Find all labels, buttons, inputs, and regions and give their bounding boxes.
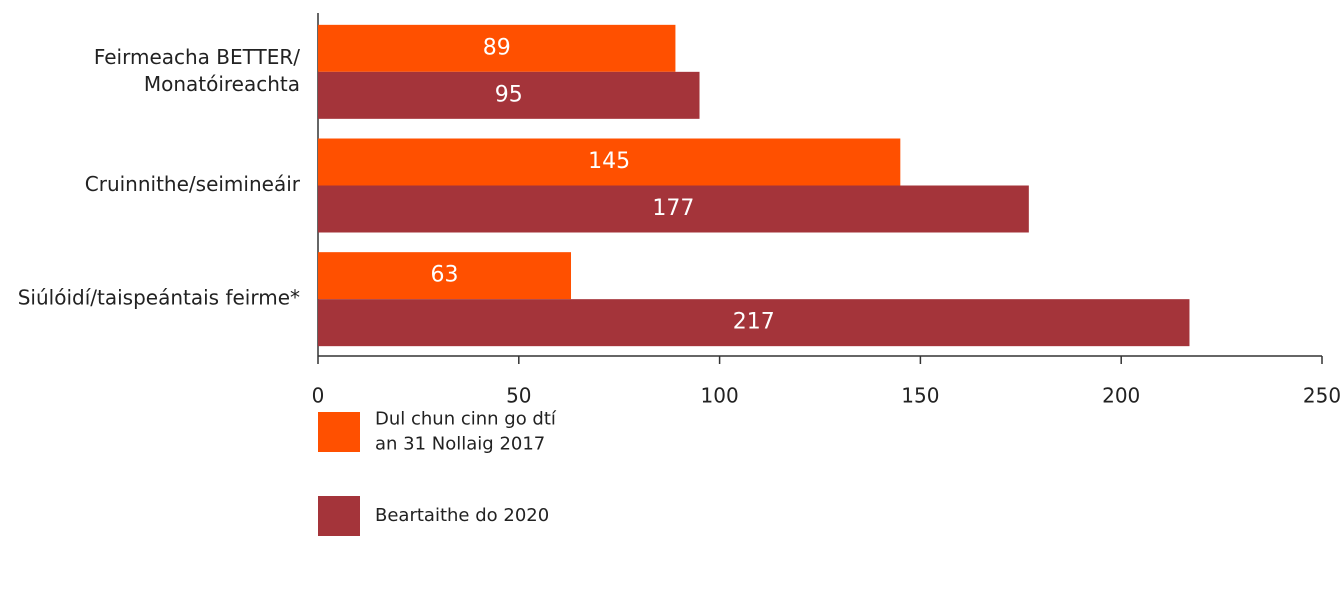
x-tick-label: 100: [701, 384, 739, 408]
x-tick-label: 200: [1102, 384, 1140, 408]
bar: [318, 138, 901, 186]
bar: [318, 71, 700, 119]
bar: [318, 252, 572, 300]
legend-label: Beartaithe do 2020: [375, 505, 549, 526]
y-tick-label: Cruinnithe/seimineáir: [85, 172, 301, 196]
value-label: 217: [733, 310, 775, 335]
x-tick-label: 50: [506, 384, 531, 408]
value-label: 177: [652, 196, 694, 221]
x-tick-label: 250: [1303, 384, 1341, 408]
x-tick-label: 0: [312, 384, 325, 408]
legend-label: Dul chun cinn go dtí: [375, 409, 557, 430]
y-tick-label: Siúlóidí/taispeántais feirme*: [18, 286, 300, 310]
y-tick-label: Monatóireachta: [144, 72, 300, 96]
value-label: 89: [483, 35, 511, 60]
value-label: 145: [588, 149, 630, 174]
value-label: 63: [431, 263, 459, 288]
y-tick-label: Feirmeacha BETTER/: [94, 45, 300, 69]
legend-swatch: [318, 412, 360, 452]
legend-swatch: [318, 496, 360, 536]
value-label: 95: [495, 82, 523, 107]
bar: [318, 299, 1190, 347]
legend-label: an 31 Nollaig 2017: [375, 434, 545, 455]
x-tick-label: 150: [901, 384, 939, 408]
bar: [318, 185, 1029, 233]
bar: [318, 24, 676, 72]
